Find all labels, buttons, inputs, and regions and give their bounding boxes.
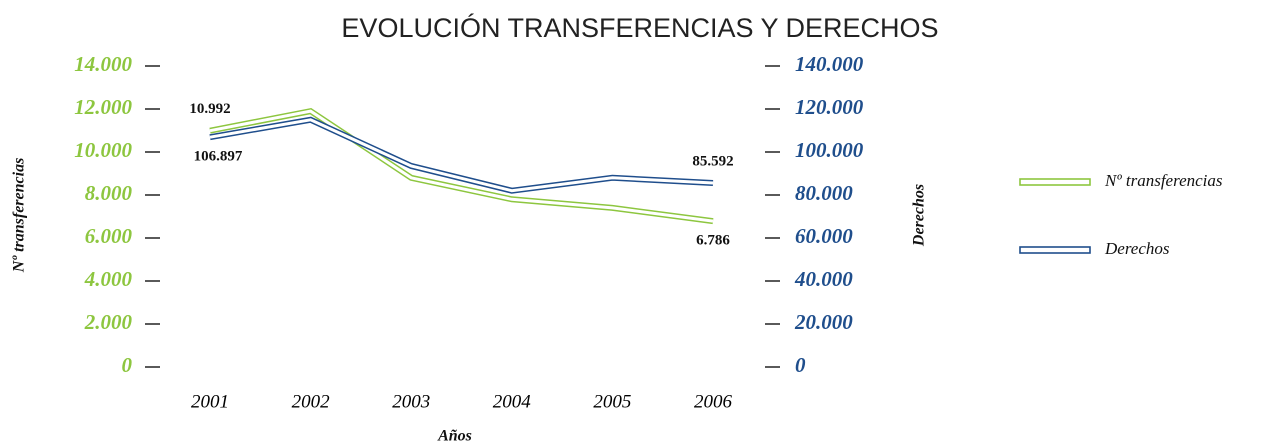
x-tick-label: 2002 xyxy=(292,391,331,412)
x-tick-label: 2005 xyxy=(593,391,631,412)
value-label: 85.592 xyxy=(692,153,733,169)
chart-title: EVOLUCIÓN TRANSFERENCIAS Y DERECHOS xyxy=(341,12,938,43)
y-axis-label: Nº transferencias xyxy=(11,158,28,274)
legend-swatch xyxy=(1019,178,1091,186)
y2-tick-label: 100.000 xyxy=(795,138,864,162)
value-label: 10.992 xyxy=(189,101,230,117)
y-tick-label: 10.000 xyxy=(74,138,132,162)
y-tick-label: 12.000 xyxy=(74,95,132,119)
x-tick-label: 2004 xyxy=(493,391,532,412)
value-label: 6.786 xyxy=(696,233,730,249)
x-tick-label: 2006 xyxy=(694,391,733,412)
y2-tick-label: 40.000 xyxy=(794,267,853,291)
y2-tick-label: 140.000 xyxy=(795,52,864,76)
x-tick-label: 2003 xyxy=(392,391,430,412)
value-label: 106.897 xyxy=(194,149,243,165)
legend-swatch xyxy=(1019,246,1091,254)
y2-tick-label: 80.000 xyxy=(795,181,853,205)
y-tick-label: 8.000 xyxy=(85,181,133,205)
x-axis-label: Años xyxy=(437,428,472,445)
legend-label: Derechos xyxy=(1104,239,1170,258)
y2-tick-label: 0 xyxy=(795,353,806,377)
y-tick-label: 6.000 xyxy=(85,224,133,248)
y-tick-label: 4.000 xyxy=(84,267,133,291)
y2-tick-label: 20.000 xyxy=(794,310,853,334)
y2-tick-label: 60.000 xyxy=(795,224,853,248)
legend-label: Nº transferencias xyxy=(1104,171,1223,190)
y2-axis-label: Derechos xyxy=(911,184,928,247)
x-tick-label: 2001 xyxy=(191,391,229,412)
y-tick-label: 2.000 xyxy=(84,310,133,334)
y2-tick-label: 120.000 xyxy=(795,95,864,119)
series-line xyxy=(209,107,714,225)
series-line-inner xyxy=(209,118,714,193)
y-tick-label: 0 xyxy=(122,353,133,377)
y-tick-label: 14.000 xyxy=(74,52,132,76)
series-line-inner xyxy=(209,109,714,223)
